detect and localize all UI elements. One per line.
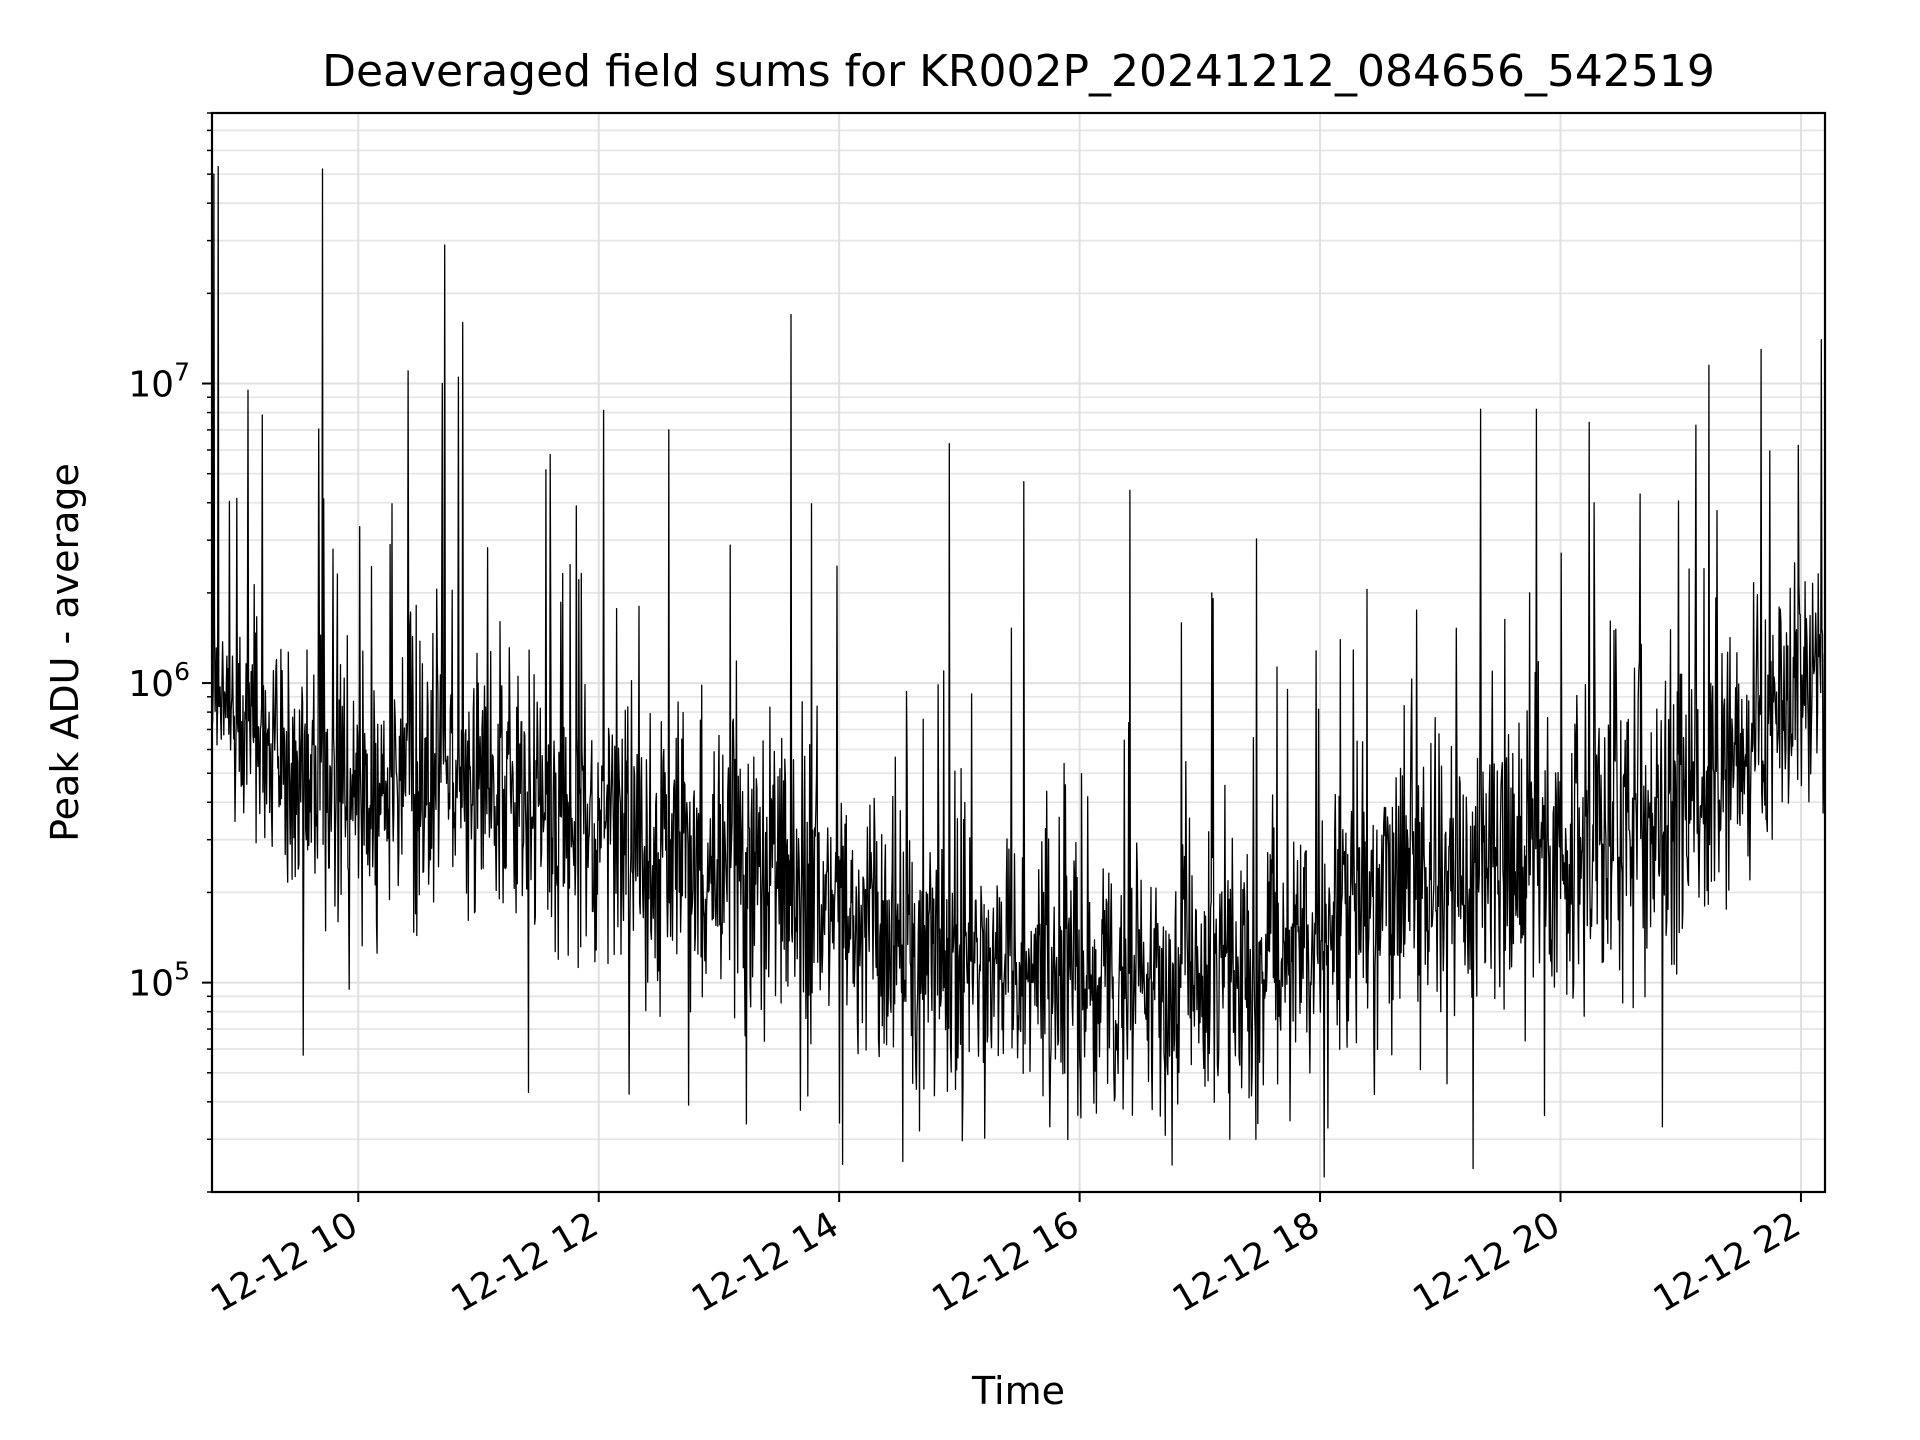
x-axis-label: Time (971, 1369, 1065, 1413)
series-line (211, 165, 1826, 1178)
plot-frame (210, 111, 1827, 1194)
y-tick-label: 107 (128, 358, 190, 406)
chart-title: Deaveraged field sums for KR002P_2024121… (322, 46, 1715, 97)
data-series (211, 165, 1826, 1178)
y-tick-label: 106 (128, 657, 190, 705)
y-tick-label: 105 (128, 957, 190, 1005)
y-axis: 105 106 107 (128, 112, 212, 1193)
y-axis-label: Peak ADU - average (43, 463, 87, 842)
